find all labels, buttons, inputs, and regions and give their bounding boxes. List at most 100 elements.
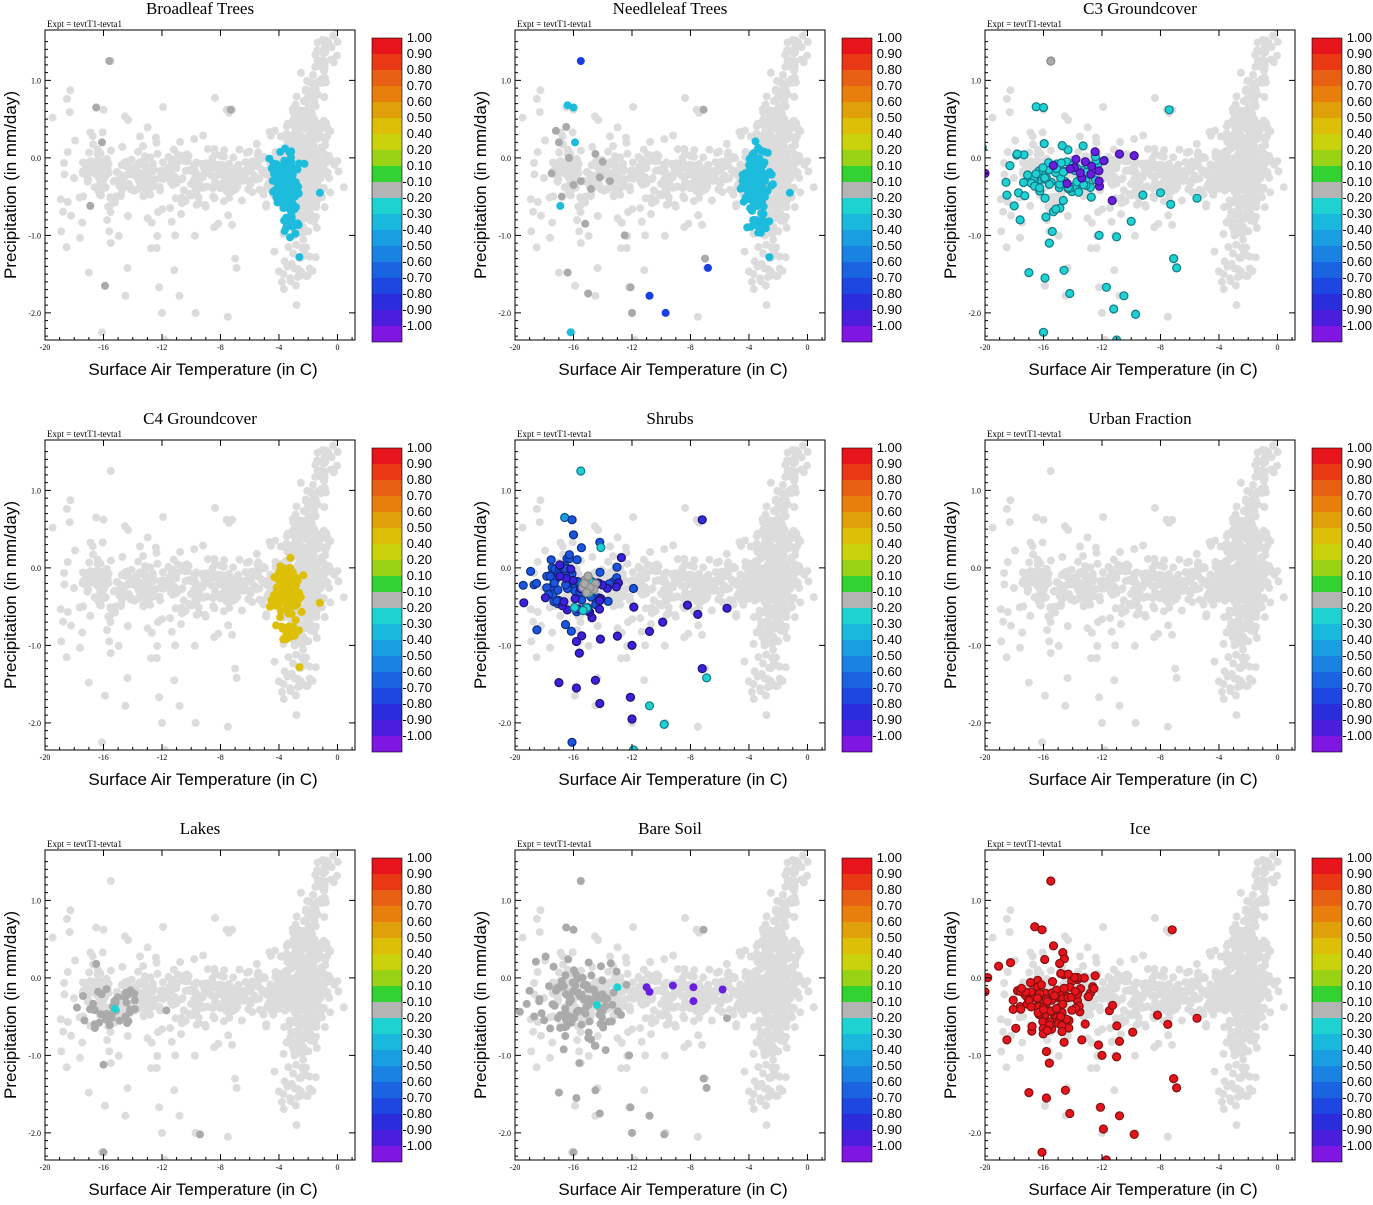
highlight-point [1120,292,1128,300]
highlight-point [577,57,585,65]
background-point [136,132,144,140]
background-point [588,143,596,151]
background-point [1263,132,1271,140]
x-tick-label: 0 [1275,343,1279,352]
highlight-point [750,169,758,177]
background-point [1231,137,1239,145]
background-point [146,601,154,609]
background-point [1152,172,1160,180]
colorbar-label: -0.50 [872,238,902,253]
colorbar-label: 0.10 [407,158,432,173]
colorbar-label: 0.70 [407,78,432,93]
colorbar-swatch [842,182,872,198]
background-point [115,642,123,650]
y-tick-label: -2.0 [498,309,511,318]
background-point [661,232,669,240]
highlight-point [101,282,109,290]
highlight-point [1039,164,1047,172]
background-point [322,488,330,496]
highlight-point [1139,191,1147,199]
background-point [660,135,668,143]
x-tick-label: -8 [687,343,694,352]
background-point [153,139,161,147]
colorbar-label: -0.50 [402,648,432,663]
colorbar-label: 0.60 [1347,94,1372,109]
x-tick-label: -16 [1038,343,1049,352]
colorbar-label: -0.10 [402,174,432,189]
background-point [730,191,738,199]
background-point [159,103,167,111]
background-point [785,47,793,55]
background-point [49,524,57,532]
highlight-point [1058,142,1066,150]
colorbar-label: 0.20 [407,142,432,157]
background-point [777,87,785,95]
highlight-point [281,227,289,235]
colorbar-swatch [372,326,402,342]
colorbar-label: 1.00 [1347,30,1372,45]
background-point [170,266,178,274]
background-point [155,693,163,701]
background-point [690,153,698,161]
background-point [1110,266,1118,274]
background-point [220,607,228,615]
x-tick-label: -12 [157,343,168,352]
background-point [312,583,320,591]
background-point [134,595,142,603]
background-point [577,239,585,247]
colorbar-label: 0.60 [877,94,902,109]
colorbar-swatch [1312,182,1342,198]
highlight-point [1102,283,1110,291]
background-point [321,203,329,211]
colorbar-swatch [372,608,402,624]
colorbar-swatch [372,294,402,310]
background-point [180,186,188,194]
background-point [698,221,706,229]
background-point [1151,94,1159,102]
background-point [146,191,154,199]
highlight-point [591,150,599,158]
colorbar-swatch [372,640,402,656]
highlight-point [288,198,296,206]
background-point [617,244,625,252]
highlight-point [299,571,307,579]
background-point [1149,184,1157,192]
background-point [277,133,285,141]
background-point [790,93,798,101]
background-point [1211,127,1219,135]
background-point [309,543,317,551]
background-point [105,169,113,177]
background-point [318,553,326,561]
background-point [534,148,542,156]
background-point [573,216,581,224]
background-point [663,201,671,209]
background-point [1004,148,1012,156]
highlight-point [621,231,629,239]
background-point [320,15,328,23]
background-point [1162,170,1170,178]
background-point [700,172,708,180]
background-point [220,153,228,161]
colorbar-label: -0.80 [402,286,432,301]
colorbar-label: -1.00 [1342,318,1372,333]
background-point [640,146,648,154]
highlight-point [584,290,592,298]
background-point [326,598,334,606]
background-point [283,263,291,271]
background-point [591,112,599,120]
background-point [212,172,220,180]
background-point [999,208,1007,216]
background-point [541,137,549,145]
background-point [1220,203,1228,211]
colorbar-label: 1.00 [407,440,432,455]
background-point [248,598,256,606]
background-point [340,593,348,601]
colorbar-label: -0.70 [872,270,902,285]
background-point [1247,217,1255,225]
background-point [320,503,328,511]
x-tick-label: -12 [1097,343,1108,352]
background-point [216,184,224,192]
highlight-point [298,608,306,616]
highlight-point [287,209,295,217]
